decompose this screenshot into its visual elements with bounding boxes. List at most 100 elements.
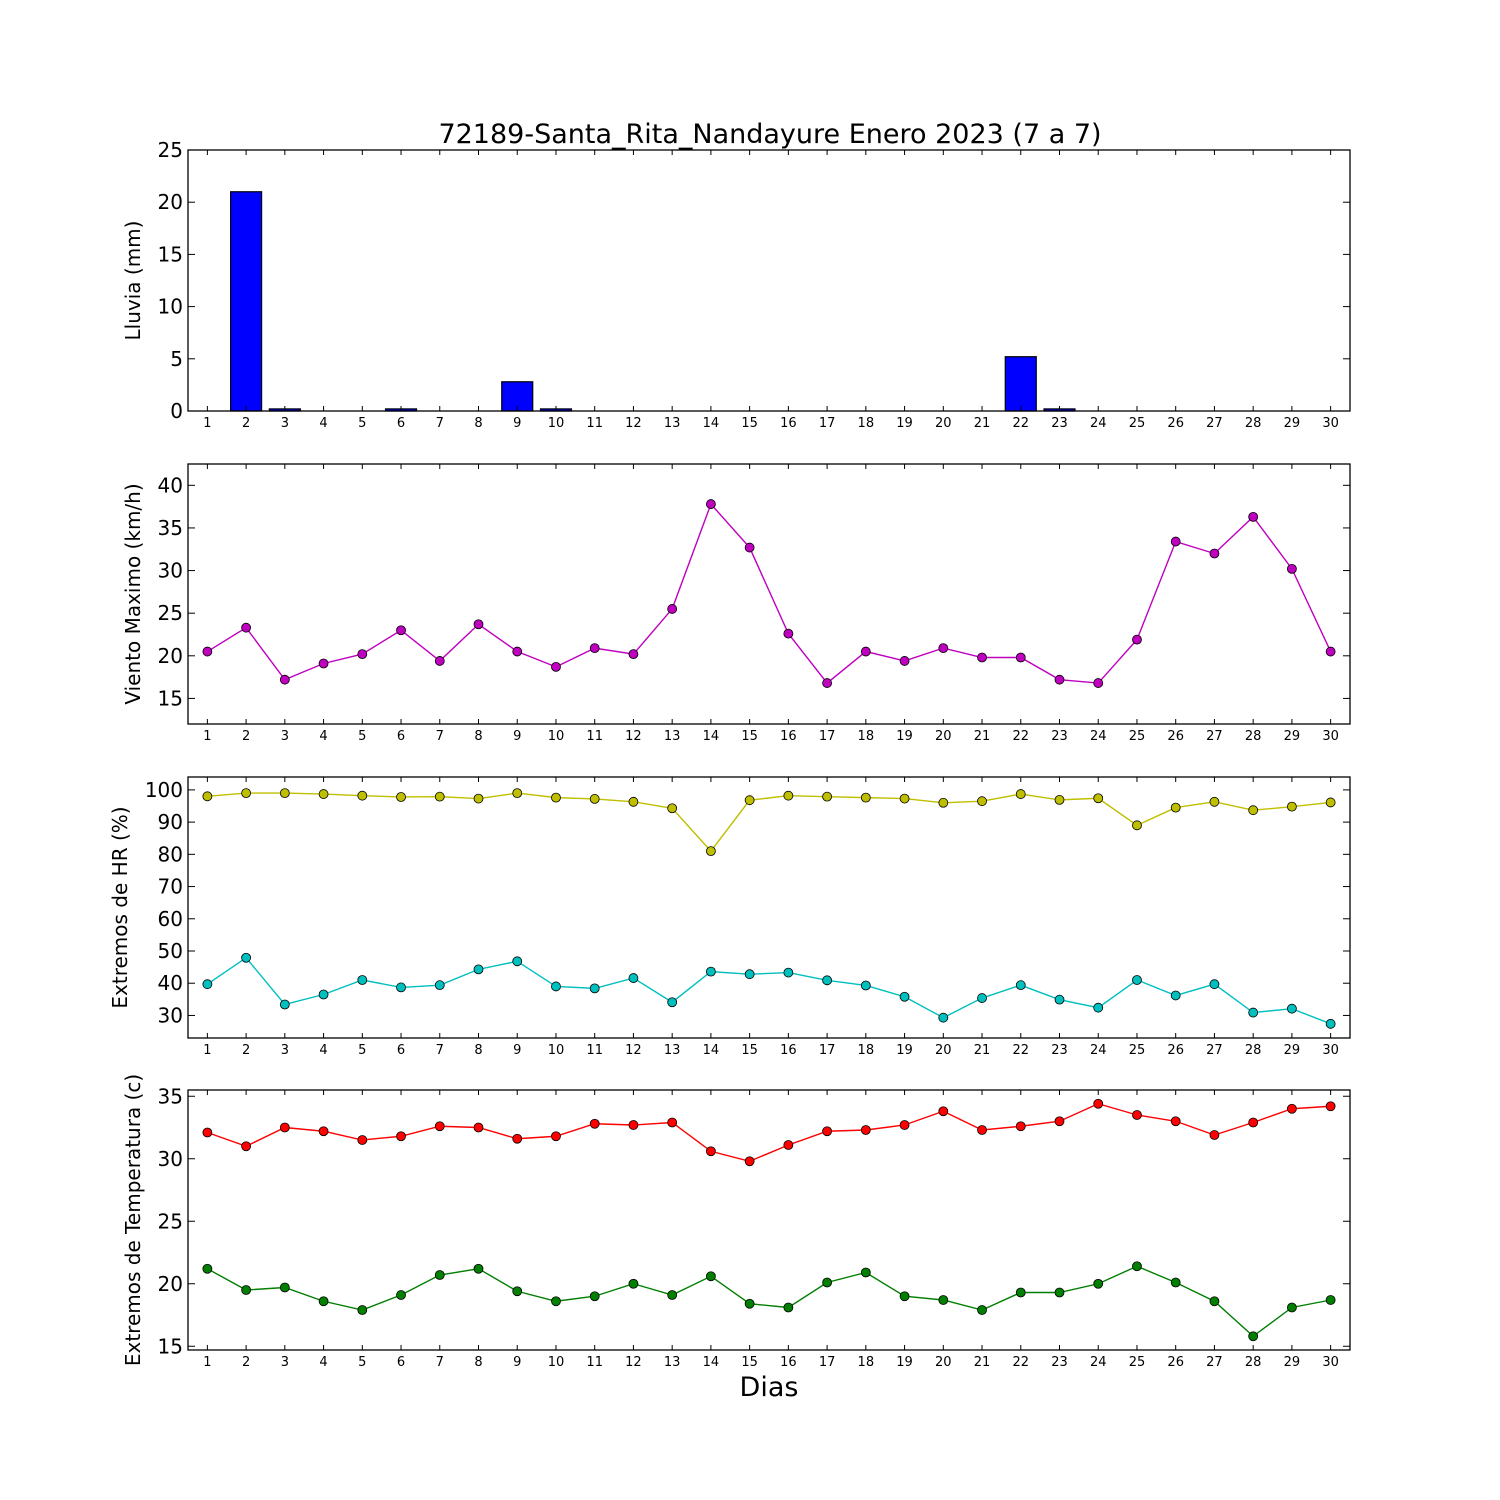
temperature-series-1-point-3 xyxy=(279,1282,290,1293)
x-tick-label: 2 xyxy=(242,729,250,744)
x-axis-label: Dias xyxy=(740,1372,799,1403)
temperature-series-1-point-12 xyxy=(628,1278,639,1289)
wind-series-0-point-12 xyxy=(628,649,639,659)
wind-series-0-point-30 xyxy=(1325,646,1336,657)
x-tick-label: 20 xyxy=(935,1043,952,1058)
temperature-series-0-point-25 xyxy=(1132,1110,1142,1120)
x-tick-label: 16 xyxy=(780,416,797,431)
temperature-series-1-point-19 xyxy=(899,1291,910,1302)
x-tick-label: 4 xyxy=(319,729,327,744)
humidity-series-1-point-25 xyxy=(1132,975,1142,985)
humidity-series-0-point-7 xyxy=(434,791,445,802)
y-tick-label: 20 xyxy=(158,644,183,668)
x-tick-label: 10 xyxy=(548,1355,565,1370)
humidity-series-1-point-29 xyxy=(1287,1003,1297,1014)
wind-series-0-point-14 xyxy=(706,499,716,509)
temperature-series-0-point-2 xyxy=(241,1141,252,1152)
x-tick-label: 26 xyxy=(1167,416,1184,431)
y-tick-label: 0 xyxy=(170,399,183,423)
humidity-series-1-point-27 xyxy=(1209,979,1220,990)
x-tick-label: 13 xyxy=(664,1355,681,1370)
humidity-series-1-point-13 xyxy=(667,997,678,1008)
temperature-series-1-point-2 xyxy=(241,1285,252,1295)
x-tick-label: 5 xyxy=(358,416,366,431)
x-tick-label: 4 xyxy=(319,416,327,431)
x-tick-label: 25 xyxy=(1129,1043,1146,1058)
humidity-series-1-point-3 xyxy=(279,999,290,1010)
x-tick-label: 23 xyxy=(1051,729,1068,744)
wind-axes-frame xyxy=(187,463,1351,725)
wind-series-0-point-28 xyxy=(1248,511,1259,522)
wind-series-0-point-1 xyxy=(202,646,213,657)
x-tick-label: 22 xyxy=(1012,729,1029,744)
humidity-series-0-point-17 xyxy=(822,791,832,802)
x-tick-label: 15 xyxy=(741,1043,758,1058)
x-tick-label: 20 xyxy=(935,1355,952,1370)
x-tick-label: 14 xyxy=(703,416,720,431)
temperature-series-1-point-26 xyxy=(1170,1277,1181,1288)
x-tick-label: 28 xyxy=(1245,416,1262,431)
temperature-series-0-point-29 xyxy=(1287,1103,1297,1114)
rain-axes-frame xyxy=(187,149,1351,412)
x-tick-label: 17 xyxy=(819,416,836,431)
temperature-series-1-point-22 xyxy=(1015,1287,1026,1298)
temperature-series-0-point-22 xyxy=(1015,1121,1026,1132)
x-tick-label: 21 xyxy=(974,729,991,744)
humidity-series-0-point-24 xyxy=(1093,793,1104,804)
humidity-series-0-point-15 xyxy=(744,795,755,806)
humidity-series-0-point-8 xyxy=(473,793,484,804)
x-tick-label: 17 xyxy=(819,1355,836,1370)
x-tick-label: 20 xyxy=(935,729,952,744)
x-tick-label: 15 xyxy=(741,729,758,744)
wind-y-axis-label: Viento Maximo (km/h) xyxy=(121,483,145,704)
x-tick-label: 12 xyxy=(625,416,642,431)
humidity-series-1-point-14 xyxy=(706,966,716,977)
temperature-y-axis-label: Extremos de Temperatura (c) xyxy=(121,1074,145,1366)
x-tick-label: 29 xyxy=(1284,1355,1301,1370)
x-tick-label: 19 xyxy=(896,729,913,744)
x-tick-label: 13 xyxy=(664,1043,681,1058)
temperature-series-0-point-20 xyxy=(938,1106,949,1117)
x-tick-label: 25 xyxy=(1129,416,1146,431)
wind-series-0-point-6 xyxy=(396,625,406,636)
x-tick-label: 10 xyxy=(548,416,565,431)
humidity-series-0-point-19 xyxy=(899,793,910,804)
temperature-series-0-point-14 xyxy=(706,1146,716,1157)
temperature-series-0-point-26 xyxy=(1170,1116,1181,1127)
temperature-series-1-point-30 xyxy=(1325,1295,1336,1305)
y-tick-label: 5 xyxy=(170,347,183,371)
rain-y-axis-label: Lluvia (mm) xyxy=(121,221,145,341)
humidity-series-1-point-20 xyxy=(938,1012,949,1023)
temperature-series-1-point-18 xyxy=(860,1267,871,1278)
y-tick-label: 40 xyxy=(158,473,183,497)
temperature-series-0-point-6 xyxy=(396,1131,406,1142)
wind-series-0-point-24 xyxy=(1093,678,1104,688)
x-tick-label: 23 xyxy=(1051,1355,1068,1370)
temperature-series-0-point-17 xyxy=(822,1126,832,1137)
temperature-series-0-line xyxy=(207,1103,1331,1162)
wind-series-0-point-22 xyxy=(1015,652,1026,663)
y-tick-label: 15 xyxy=(158,686,183,710)
temperature-series-1-point-6 xyxy=(396,1290,406,1300)
humidity-axes-frame xyxy=(187,776,1351,1039)
x-tick-label: 27 xyxy=(1206,1043,1223,1058)
temperature-series-0-point-8 xyxy=(473,1122,484,1133)
humidity-series-1-point-21 xyxy=(977,993,987,1003)
x-tick-label: 17 xyxy=(819,729,836,744)
x-tick-label: 19 xyxy=(896,1355,913,1370)
humidity-series-0-point-10 xyxy=(551,792,561,803)
x-tick-label: 7 xyxy=(436,1043,444,1058)
humidity-series-1-point-1 xyxy=(202,979,213,990)
wind-series-0-point-20 xyxy=(938,643,949,654)
x-tick-label: 2 xyxy=(242,416,250,431)
temperature-series-0-point-13 xyxy=(667,1117,678,1128)
humidity-series-1-point-7 xyxy=(434,980,445,991)
x-tick-label: 8 xyxy=(474,1355,482,1370)
wind-series-0-point-4 xyxy=(318,658,329,669)
y-tick-label: 25 xyxy=(158,601,183,625)
y-tick-label: 50 xyxy=(158,939,183,963)
temperature-series-1-point-4 xyxy=(318,1296,329,1307)
humidity-series-0-line xyxy=(207,792,1331,853)
temperature-series-1-point-20 xyxy=(938,1295,949,1305)
